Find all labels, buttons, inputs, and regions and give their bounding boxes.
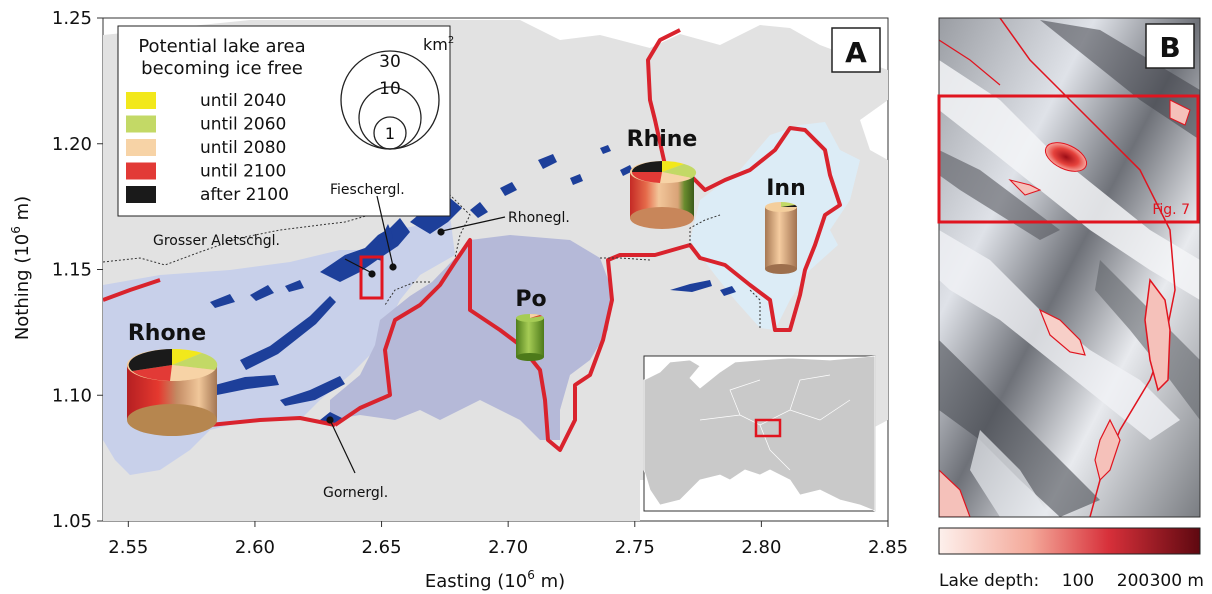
legend-swatch xyxy=(126,92,156,109)
inset-location-box xyxy=(754,418,782,438)
legend: Potential lake area becoming ice free un… xyxy=(117,25,454,217)
y-tick-label: 1.15 xyxy=(52,260,92,281)
x-tick-label: 2.65 xyxy=(362,537,402,558)
fig7-box xyxy=(937,94,1200,224)
basin-label-rhine: Rhine xyxy=(627,127,698,152)
size-legend xyxy=(340,50,440,150)
y-tick-label: 1.25 xyxy=(52,8,92,29)
study-area-box xyxy=(359,255,384,300)
europe-inset xyxy=(643,355,876,512)
x-tick-label: 2.60 xyxy=(235,537,275,558)
legend-item-label: until 2100 xyxy=(200,162,286,182)
basin-label-rhone: Rhone xyxy=(128,321,206,346)
size-label-1: 1 xyxy=(385,124,395,143)
lake-central xyxy=(1038,308,1086,356)
basin-label-inn: Inn xyxy=(766,176,806,201)
x-tick-label: 2.85 xyxy=(868,537,908,558)
x-tick-label: 2.55 xyxy=(108,537,148,558)
glacier-label-gorner: Gornergl. xyxy=(323,485,388,501)
glacier-label-fiesch: Fieschergl. xyxy=(330,182,405,198)
panel-b-label: B xyxy=(1159,31,1180,64)
lake-south xyxy=(1094,418,1121,482)
colorbar-tick-100: 100 xyxy=(1062,571,1094,591)
national-border xyxy=(103,28,842,452)
x-axis-label: Easting (106 m) xyxy=(425,568,565,592)
colorbar-label: Lake depth: xyxy=(939,571,1039,591)
legend-title-line1: Potential lake area xyxy=(138,36,305,57)
legend-item-label: after 2100 xyxy=(200,185,289,205)
cylinder-inn xyxy=(765,202,797,274)
y-tick-label: 1.20 xyxy=(52,134,92,155)
size-label-10: 10 xyxy=(379,79,401,99)
legend-item-label: until 2060 xyxy=(200,115,286,135)
colorbar-tick-300: 300 m xyxy=(1150,571,1204,591)
x-axis-ticks: 2.55 2.60 2.65 2.70 2.75 2.80 2.85 xyxy=(108,521,908,558)
cylinder-rhone xyxy=(127,348,218,436)
x-tick-label: 2.80 xyxy=(741,537,781,558)
legend-swatch xyxy=(126,139,156,156)
panel-b-label-box xyxy=(1145,23,1195,69)
lake-main xyxy=(1044,142,1088,172)
terrain-texture xyxy=(939,18,1200,517)
legend-box xyxy=(117,25,451,217)
legend-swatch xyxy=(126,186,156,203)
basin-label-po: Po xyxy=(515,287,546,312)
legend-swatch xyxy=(126,115,156,133)
colorbar-tick-200: 200 xyxy=(1117,571,1149,591)
y-axis-label: Nothing (106 m) xyxy=(9,196,33,340)
panel-a-label-box xyxy=(831,27,881,73)
cylinder-po xyxy=(516,313,544,361)
x-tick-label: 2.70 xyxy=(488,537,528,558)
legend-swatch xyxy=(126,162,156,180)
panel-b-map: Fig. 7 B Lake depth: 100 200 300 m xyxy=(937,17,1204,591)
y-tick-label: 1.05 xyxy=(52,511,92,532)
y-axis-ticks: 1.25 1.20 1.15 1.10 1.05 xyxy=(52,8,103,532)
depth-colorbar xyxy=(938,527,1201,555)
legend-item-label: until 2080 xyxy=(200,138,286,158)
legend-title-line2: becoming ice free xyxy=(141,58,303,79)
glacier-label-aletsch: Grosser Aletschgl. xyxy=(153,233,280,249)
lake-east xyxy=(1144,278,1171,392)
legend-item-label: until 2040 xyxy=(200,91,286,111)
y-tick-label: 1.10 xyxy=(52,385,92,406)
panel-a-map: A Potential lake area becoming ice free … xyxy=(9,8,908,592)
lake-southwest xyxy=(939,469,971,517)
size-label-30: 30 xyxy=(379,52,401,72)
legend-items: until 2040 until 2060 until 2080 until 2100… xyxy=(126,91,289,205)
size-circle-1 xyxy=(373,116,407,150)
basin-boundary xyxy=(103,194,761,328)
cylinder-rhine xyxy=(630,161,697,229)
fig7-label: Fig. 7 xyxy=(1152,202,1190,218)
panel-a-label: A xyxy=(845,36,867,69)
glacier-leaders xyxy=(326,195,506,474)
x-tick-label: 2.75 xyxy=(615,537,655,558)
panel-b-frame xyxy=(938,17,1201,518)
size-unit: km2 xyxy=(423,35,454,54)
glacier-label-rhone: Rhonegl. xyxy=(508,210,570,226)
